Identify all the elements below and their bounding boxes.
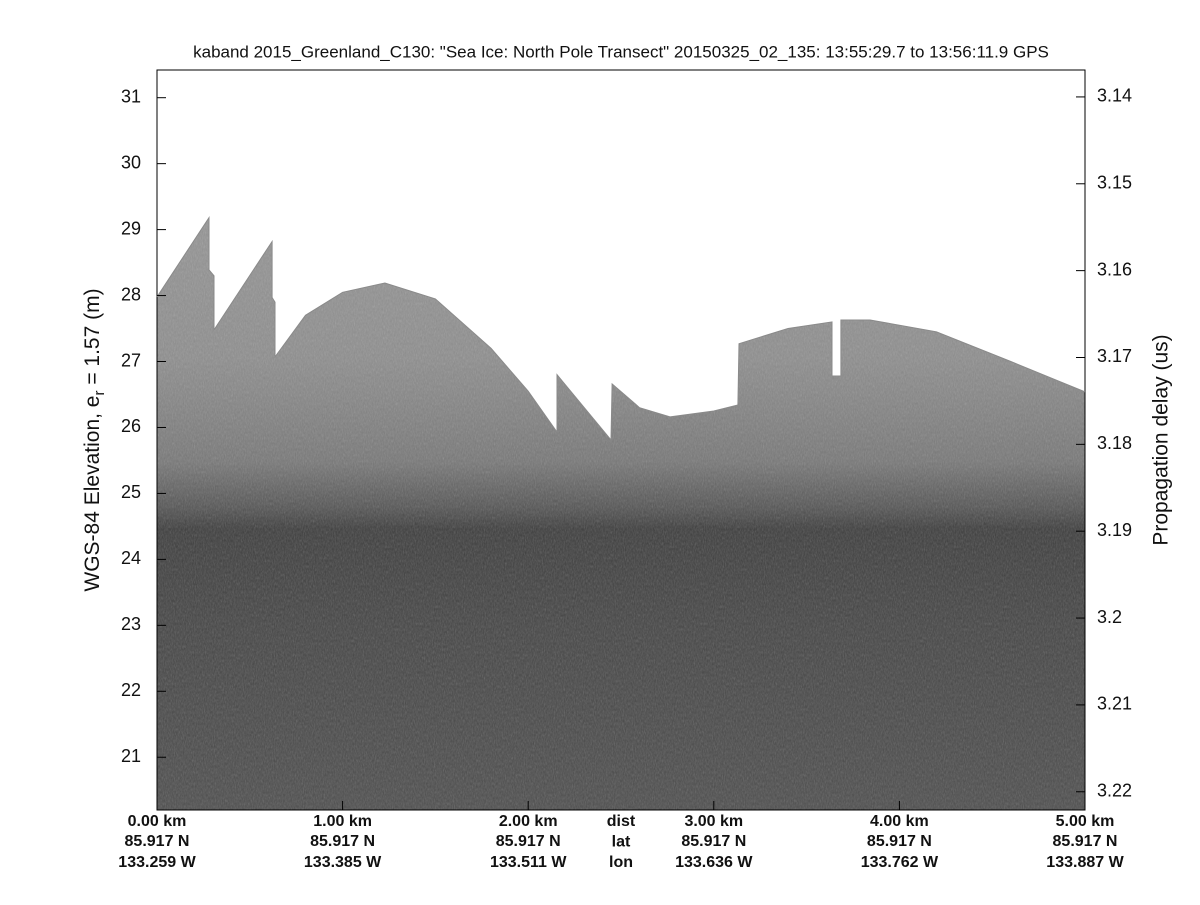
row-label: dist (607, 813, 636, 830)
lat-label: 85.917 N (496, 833, 561, 850)
y2-tick-label: 3.22 (1097, 781, 1132, 801)
surface-line (156, 216, 1086, 442)
lat-label: 85.917 N (867, 833, 932, 850)
chart-title: kaband 2015_Greenland_C130: "Sea Ice: No… (193, 42, 1049, 61)
row-label: lon (609, 854, 633, 871)
y2-tick-label: 3.16 (1097, 259, 1132, 279)
x-tick-label: 2.00 km (499, 813, 558, 830)
row-label: lat (612, 834, 631, 851)
y-label-main: WGS-84 Elevation, e (81, 396, 104, 592)
x-tick-label: 1.00 km (313, 813, 372, 830)
lon-label: 133.385 W (304, 854, 382, 871)
axes-box (156, 69, 1086, 811)
y2-tick-label: 3.21 (1097, 694, 1132, 714)
lon-label: 133.887 W (1046, 854, 1124, 871)
x-tick-label: 3.00 km (684, 813, 743, 830)
y-label-sub: r (91, 391, 108, 396)
y2-tick-label: 3.19 (1097, 520, 1132, 540)
x-tick-label: 0.00 km (128, 813, 187, 830)
y2-axis-label: Propagation delay (us) (1150, 334, 1173, 545)
y-tick-label: 23 (121, 614, 141, 634)
lon-label: 133.511 W (490, 854, 567, 871)
y-tick-label: 22 (121, 680, 141, 700)
y-tick-label: 31 (121, 86, 141, 106)
y2-tick-label: 3.14 (1097, 86, 1132, 106)
y-label-end: = 1.57 (m) (81, 288, 104, 390)
y-tick-label: 30 (121, 152, 141, 172)
y-tick-label: 29 (121, 218, 141, 238)
lon-label: 133.762 W (861, 854, 939, 871)
lat-label: 85.917 N (125, 833, 190, 850)
y-tick-label: 28 (121, 284, 141, 304)
lat-label: 85.917 N (681, 833, 746, 850)
y-tick-label: 24 (121, 548, 141, 568)
lon-label: 133.259 W (118, 854, 196, 871)
y-tick-label: 26 (121, 416, 141, 436)
y2-tick-label: 3.18 (1097, 433, 1132, 453)
x-tick-label: 5.00 km (1056, 813, 1115, 830)
lat-label: 85.917 N (1053, 833, 1118, 850)
y-tick-label: 25 (121, 482, 141, 502)
y-tick-label: 21 (121, 746, 141, 766)
y2-tick-label: 3.2 (1097, 607, 1122, 627)
lat-label: 85.917 N (310, 833, 375, 850)
y2-tick-label: 3.15 (1097, 173, 1132, 193)
x-tick-label: 4.00 km (870, 813, 929, 830)
y-tick-label: 27 (121, 350, 141, 370)
lon-label: 133.636 W (675, 854, 753, 871)
y-axis-label: WGS-84 Elevation, er = 1.57 (m) (81, 288, 108, 591)
y2-tick-label: 3.17 (1097, 346, 1132, 366)
